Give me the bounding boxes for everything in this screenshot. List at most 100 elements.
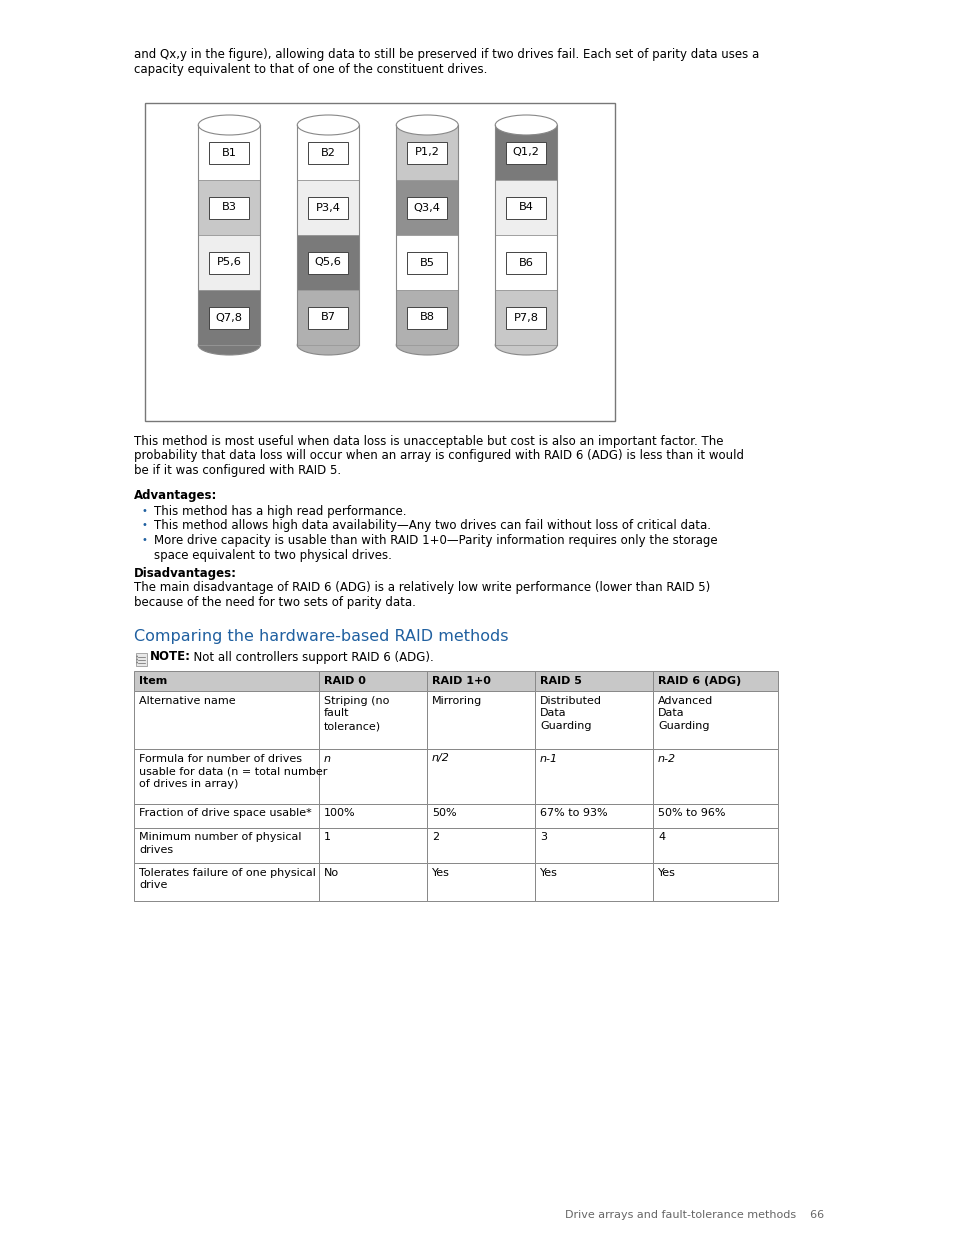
Text: P1,2: P1,2 (415, 147, 439, 158)
Bar (318, 862, 427, 900)
Text: RAID 1+0: RAID 1+0 (432, 676, 491, 685)
Text: The main disadvantage of RAID 6 (ADG) is a relatively low write performance (low: The main disadvantage of RAID 6 (ADG) is… (133, 582, 709, 594)
Bar (198, 180, 260, 235)
Bar (407, 306, 447, 329)
Bar (427, 671, 535, 690)
Ellipse shape (495, 335, 557, 354)
Bar (427, 804, 535, 827)
Text: Advantages:: Advantages: (133, 489, 217, 501)
Bar (297, 235, 359, 290)
Text: Q3,4: Q3,4 (414, 203, 440, 212)
Bar (133, 804, 318, 827)
Bar (133, 862, 318, 900)
Bar (209, 306, 249, 329)
Text: n-2: n-2 (658, 753, 676, 763)
Text: B2: B2 (320, 147, 335, 158)
Text: Alternative name: Alternative name (139, 695, 235, 705)
Bar (495, 235, 557, 290)
Bar (318, 804, 427, 827)
Text: space equivalent to two physical drives.: space equivalent to two physical drives. (153, 548, 392, 562)
Bar (652, 748, 778, 804)
Text: This method is most useful when data loss is unacceptable but cost is also an im: This method is most useful when data los… (133, 435, 722, 448)
Text: capacity equivalent to that of one of the constituent drives.: capacity equivalent to that of one of th… (133, 63, 487, 75)
Text: be if it was configured with RAID 5.: be if it was configured with RAID 5. (133, 464, 341, 477)
Text: Striping (no
fault
tolerance): Striping (no fault tolerance) (324, 695, 389, 731)
Bar (133, 690, 318, 748)
Text: 50%: 50% (432, 809, 456, 819)
Ellipse shape (198, 335, 260, 354)
Text: 1: 1 (324, 832, 331, 842)
Bar (506, 306, 546, 329)
Bar (395, 125, 457, 180)
Bar (652, 827, 778, 862)
Text: B6: B6 (518, 258, 533, 268)
Text: NOTE:: NOTE: (150, 651, 191, 663)
Text: Q5,6: Q5,6 (314, 258, 341, 268)
Text: P3,4: P3,4 (315, 203, 340, 212)
Ellipse shape (136, 658, 138, 661)
Text: n-1: n-1 (539, 753, 558, 763)
Bar (652, 804, 778, 827)
Bar (652, 671, 778, 690)
Ellipse shape (395, 335, 457, 354)
Text: Distributed
Data
Guarding: Distributed Data Guarding (539, 695, 601, 731)
Bar (209, 142, 249, 163)
Bar (506, 142, 546, 163)
Text: P5,6: P5,6 (216, 258, 241, 268)
Bar (308, 142, 348, 163)
Ellipse shape (198, 115, 260, 135)
Ellipse shape (297, 335, 359, 354)
Text: Yes: Yes (539, 867, 558, 878)
Bar (318, 671, 427, 690)
Bar (506, 196, 546, 219)
Text: Drive arrays and fault-tolerance methods    66: Drive arrays and fault-tolerance methods… (564, 1210, 823, 1220)
Text: Item: Item (139, 676, 167, 685)
Text: 2: 2 (432, 832, 438, 842)
Text: RAID 6 (ADG): RAID 6 (ADG) (658, 676, 740, 685)
Bar (297, 290, 359, 345)
Bar (133, 671, 318, 690)
Bar (318, 748, 427, 804)
Text: Q7,8: Q7,8 (215, 312, 242, 322)
Bar (209, 196, 249, 219)
Text: B5: B5 (419, 258, 435, 268)
Bar (535, 748, 652, 804)
Text: Yes: Yes (658, 867, 675, 878)
Bar (395, 290, 457, 345)
Bar (535, 804, 652, 827)
Text: 4: 4 (658, 832, 664, 842)
Ellipse shape (495, 115, 557, 135)
Bar (427, 862, 535, 900)
Text: 3: 3 (539, 832, 546, 842)
Bar (318, 827, 427, 862)
Text: This method allows high data availability—Any two drives can fail without loss o: This method allows high data availabilit… (153, 520, 710, 532)
Ellipse shape (136, 662, 138, 663)
Ellipse shape (395, 115, 457, 135)
Text: 67% to 93%: 67% to 93% (539, 809, 607, 819)
Text: because of the need for two sets of parity data.: because of the need for two sets of pari… (133, 597, 416, 609)
Text: •: • (142, 520, 148, 531)
Bar (407, 142, 447, 163)
Text: B4: B4 (518, 203, 533, 212)
Text: probability that data loss will occur when an array is configured with RAID 6 (A: probability that data loss will occur wh… (133, 450, 743, 462)
Bar (198, 125, 260, 180)
Text: Mirroring: Mirroring (432, 695, 482, 705)
Bar (427, 748, 535, 804)
Bar (652, 690, 778, 748)
Text: Formula for number of drives
usable for data (n = total number
of drives in arra: Formula for number of drives usable for … (139, 753, 327, 789)
Text: B8: B8 (419, 312, 435, 322)
Bar (133, 827, 318, 862)
Text: Minimum number of physical
drives: Minimum number of physical drives (139, 832, 301, 856)
Text: Fraction of drive space usable*: Fraction of drive space usable* (139, 809, 312, 819)
Text: 50% to 96%: 50% to 96% (658, 809, 724, 819)
Text: Yes: Yes (432, 867, 450, 878)
Bar (209, 252, 249, 273)
Bar (652, 862, 778, 900)
Text: and Qx,y in the figure), allowing data to still be preserved if two drives fail.: and Qx,y in the figure), allowing data t… (133, 48, 759, 61)
Text: Advanced
Data
Guarding: Advanced Data Guarding (658, 695, 713, 731)
Bar (495, 290, 557, 345)
Text: •: • (142, 535, 148, 545)
Bar (407, 252, 447, 273)
Bar (395, 235, 457, 290)
Text: Q1,2: Q1,2 (513, 147, 539, 158)
